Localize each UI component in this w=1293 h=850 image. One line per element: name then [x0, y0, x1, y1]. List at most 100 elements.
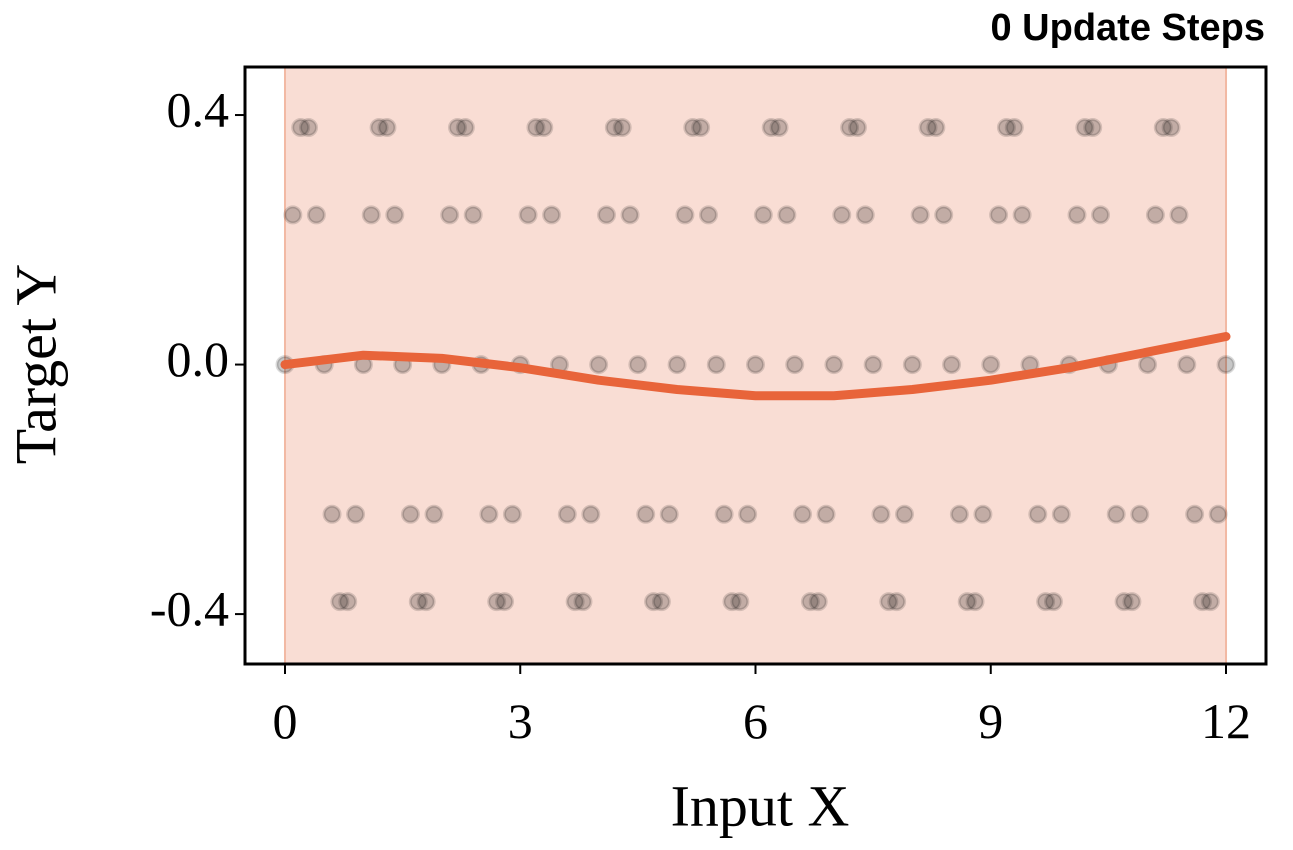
scatter-point: [369, 118, 389, 138]
scatter-point: [847, 118, 867, 138]
scatter-point: [1051, 504, 1071, 524]
scatter-point: [785, 355, 805, 375]
scatter-point: [1122, 592, 1142, 612]
scatter-point: [526, 118, 546, 138]
scatter-point: [981, 355, 1001, 375]
scatter-point: [855, 205, 875, 225]
scatter-point: [597, 205, 617, 225]
scatter-point: [691, 118, 711, 138]
scatter-point: [1114, 592, 1134, 612]
scatter-point: [361, 205, 381, 225]
x-axis-label: Input X: [671, 773, 850, 838]
scatter-point: [887, 592, 907, 612]
scatter-point: [824, 355, 844, 375]
scatter-point: [965, 592, 985, 612]
x-tick-label: 9: [978, 693, 1003, 749]
scatter-point: [973, 504, 993, 524]
scatter-point: [495, 592, 515, 612]
scatter-point: [1036, 592, 1056, 612]
scatter-point: [1177, 355, 1197, 375]
scatter-point: [1106, 504, 1126, 524]
scatter-point: [777, 205, 797, 225]
scatter-point: [330, 592, 350, 612]
scatter-point: [479, 504, 499, 524]
scatter-point: [565, 592, 585, 612]
scatter-point: [534, 118, 554, 138]
scatter-point: [306, 205, 326, 225]
scatter-point: [502, 504, 522, 524]
chart-title: 0 Update Steps: [990, 7, 1265, 49]
scatter-point: [879, 592, 899, 612]
scatter-point: [322, 504, 342, 524]
scatter-point: [448, 118, 468, 138]
scatter-point: [644, 592, 664, 612]
x-tick-label: 0: [272, 693, 297, 749]
scatter-point: [604, 118, 624, 138]
scatter-point: [518, 205, 538, 225]
scatter-point: [416, 592, 436, 612]
scatter-point: [832, 205, 852, 225]
scatter-point: [667, 355, 687, 375]
scatter-point: [698, 205, 718, 225]
scatter-point: [706, 355, 726, 375]
scatter-point: [949, 504, 969, 524]
scatter-point: [942, 355, 962, 375]
scatter-point: [902, 355, 922, 375]
scatter-point: [863, 355, 883, 375]
scatter-point: [957, 592, 977, 612]
scatter-point: [1075, 118, 1095, 138]
scatter-point: [557, 504, 577, 524]
y-tick-label: 0.0: [167, 331, 230, 387]
scatter-point: [573, 592, 593, 612]
scatter-point: [1185, 504, 1205, 524]
scatter-point: [808, 592, 828, 612]
scatter-point: [1216, 355, 1236, 375]
scatter-point: [424, 504, 444, 524]
scatter-point: [746, 355, 765, 375]
scatter-point: [675, 205, 695, 225]
scatter-point: [1067, 205, 1087, 225]
scatter-point: [1200, 592, 1220, 612]
scatter-point: [800, 592, 820, 612]
x-tick-label: 3: [508, 693, 533, 749]
scatter-point: [385, 205, 405, 225]
scatter-point: [816, 504, 836, 524]
scatter-point: [1208, 504, 1228, 524]
scatter-point: [581, 504, 601, 524]
scatter-point: [1012, 205, 1032, 225]
scatter-point: [542, 205, 562, 225]
scatter-point: [769, 118, 789, 138]
scatter-point: [463, 205, 483, 225]
scatter-point: [918, 118, 938, 138]
scatter-point: [299, 118, 319, 138]
x-tick-label: 12: [1201, 693, 1251, 749]
y-tick-label: 0.4: [167, 82, 230, 138]
plot-frame: [243, 65, 1268, 666]
scatter-point: [714, 504, 734, 524]
y-tick-label: -0.4: [150, 581, 229, 637]
scatter-point: [910, 205, 930, 225]
line: [280, 331, 1231, 401]
scatter-point: [440, 205, 460, 225]
scatter-point: [487, 592, 507, 612]
scatter-point: [1145, 205, 1165, 225]
scatter-point: [589, 355, 609, 375]
scatter-point: [894, 504, 914, 524]
scatter-point: [926, 118, 946, 138]
scatter-point: [934, 205, 954, 225]
scatter-point: [408, 592, 428, 612]
scatter-point: [996, 118, 1016, 138]
scatter-point: [1028, 504, 1048, 524]
scatter-point: [338, 592, 358, 612]
scatter-point: [722, 592, 742, 612]
scatter-point: [1043, 592, 1063, 612]
scatter-point: [840, 118, 860, 138]
scatter-point: [400, 504, 420, 524]
scatter-point: [628, 355, 648, 375]
scatter-point: [793, 504, 813, 524]
scatter-point: [730, 592, 750, 612]
scatter-point: [1161, 118, 1181, 138]
scatter-point: [1091, 205, 1111, 225]
scatter-point: [1153, 118, 1173, 138]
scatter-point: [761, 118, 781, 138]
